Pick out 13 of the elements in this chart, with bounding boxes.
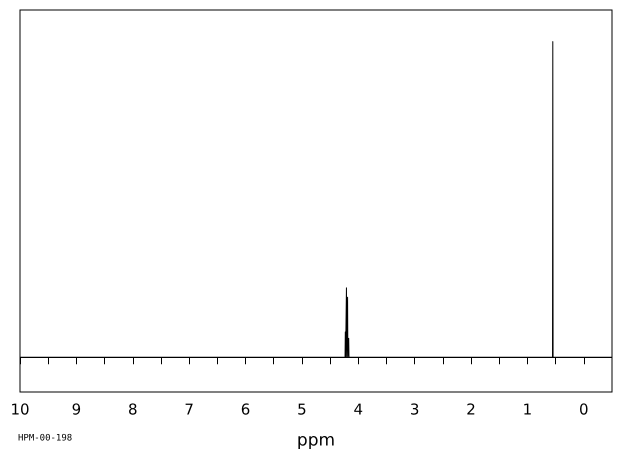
x-tick-label: 9 (72, 400, 82, 418)
x-tick-label: 5 (297, 400, 307, 418)
x-tick-label: 0 (579, 400, 589, 418)
x-tick-label: 3 (410, 400, 420, 418)
x-tick-label: 2 (466, 400, 476, 418)
x-tick-label: 1 (522, 400, 532, 418)
x-tick-label: 7 (184, 400, 194, 418)
x-tick-label: 6 (240, 400, 250, 418)
x-tick-label: 10 (10, 400, 30, 418)
x-tick-label: 4 (354, 400, 364, 418)
x-tick-label: 8 (128, 400, 138, 418)
x-axis-title: ppm (296, 430, 336, 450)
text: HPM-00-198 (18, 434, 72, 444)
